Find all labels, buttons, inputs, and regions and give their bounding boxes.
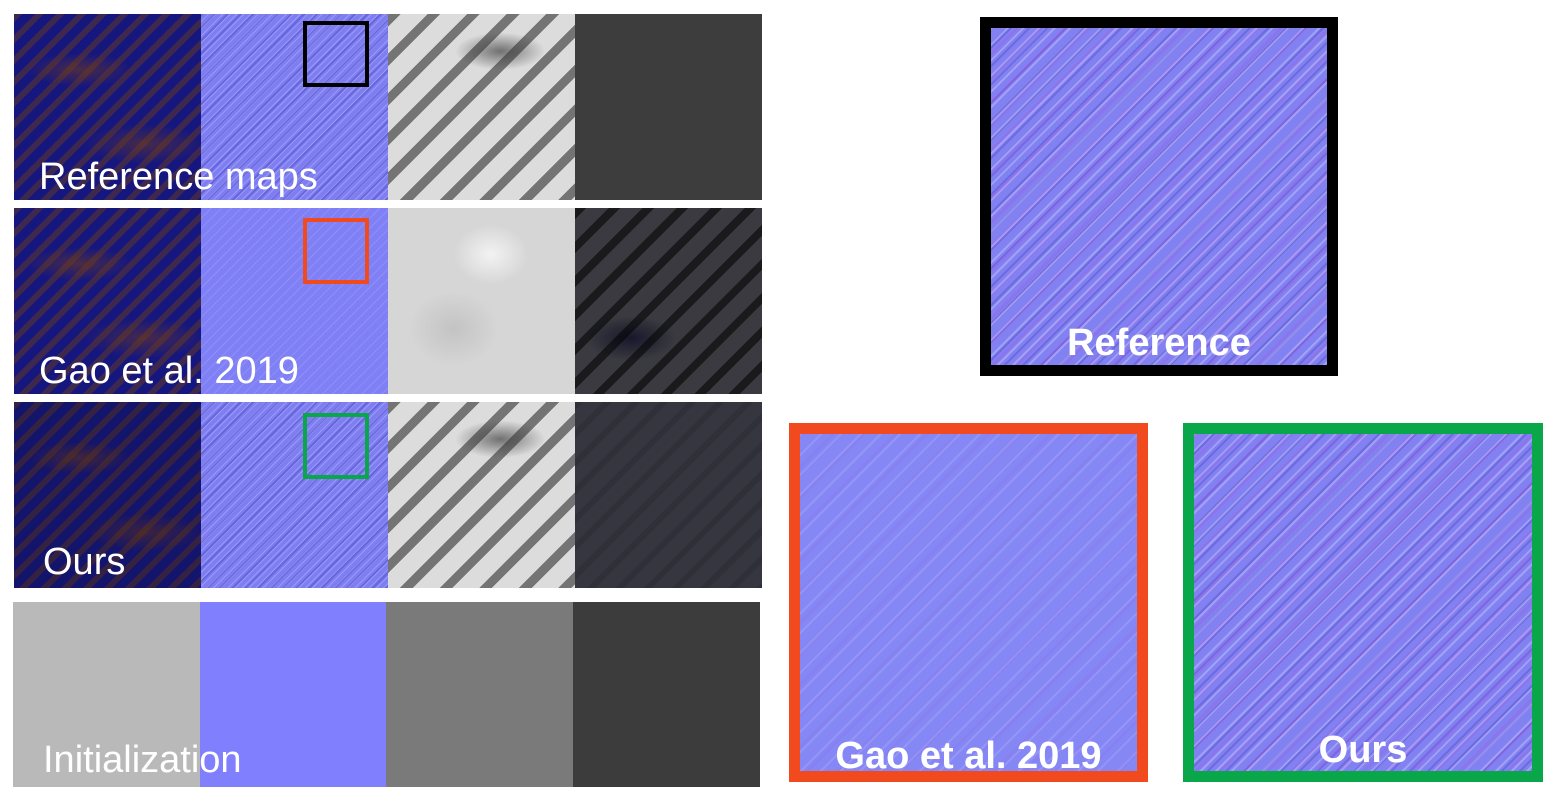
init-roughness-map	[386, 602, 573, 787]
zoom-label-reference: Reference	[991, 324, 1327, 362]
reference-specular-map	[575, 14, 762, 200]
ours-roughness-map	[388, 402, 575, 588]
row-label-gao: Gao et al. 2019	[39, 352, 299, 390]
row-label-ours: Ours	[43, 543, 125, 581]
zoom-panel-gao: Gao et al. 2019	[789, 423, 1148, 782]
ours-crop-box	[303, 413, 369, 479]
reference-roughness-map	[388, 14, 575, 200]
gao-roughness-map	[388, 208, 575, 394]
row-label-init: Initialization	[43, 741, 242, 779]
zoom-panel-reference: Reference	[980, 17, 1338, 376]
zoom-label-gao: Gao et al. 2019	[800, 737, 1137, 775]
gao-specular-map	[575, 208, 762, 394]
gao-crop-box	[303, 218, 369, 284]
zoom-label-ours: Ours	[1194, 731, 1532, 769]
reference-crop-box	[303, 21, 369, 87]
row-label-reference: Reference maps	[39, 158, 318, 196]
init-specular-map	[573, 602, 760, 787]
zoom-panel-ours: Ours	[1183, 423, 1543, 782]
ours-specular-map	[575, 402, 762, 588]
